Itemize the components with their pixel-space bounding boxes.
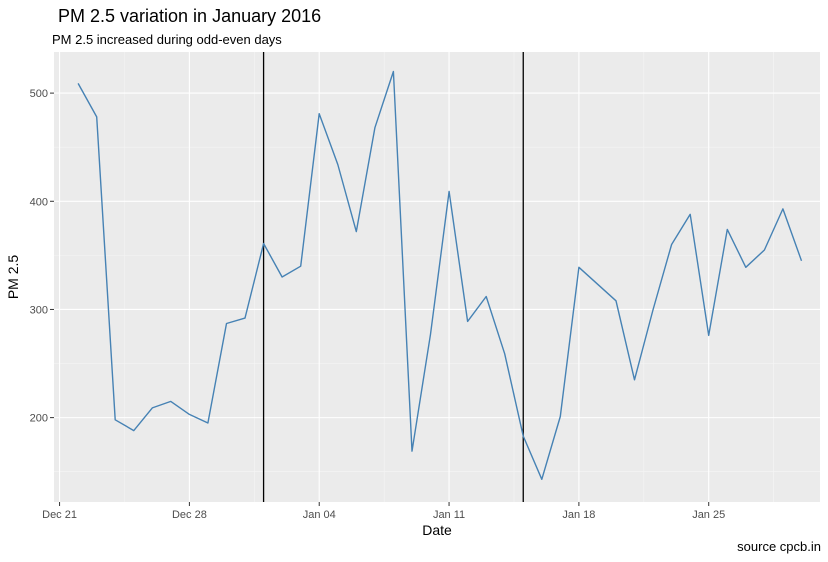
reference-lines bbox=[262, 52, 524, 502]
y-tick-label: 400 bbox=[30, 196, 48, 208]
major-gridlines bbox=[54, 52, 820, 502]
y-tick-label: 200 bbox=[30, 413, 48, 425]
y-tick-label: 300 bbox=[30, 304, 48, 316]
x-tick-label: Jan 11 bbox=[433, 509, 465, 521]
x-tick-label: Dec 21 bbox=[42, 509, 77, 521]
x-tick-label: Jan 18 bbox=[562, 509, 595, 521]
minor-gridlines bbox=[54, 52, 820, 502]
y-axis-title: PM 2.5 bbox=[5, 255, 21, 300]
pm25-series-line bbox=[77, 70, 803, 480]
x-tick-label: Jan 25 bbox=[692, 509, 725, 521]
series-layer bbox=[77, 70, 803, 480]
chart-title: PM 2.5 variation in January 2016 bbox=[58, 6, 321, 26]
y-tick-label: 500 bbox=[30, 88, 48, 100]
plot-panel bbox=[54, 52, 820, 502]
chart-subtitle: PM 2.5 increased during odd-even days bbox=[52, 32, 282, 47]
source-caption: source cpcb.in bbox=[737, 539, 821, 554]
x-tick-label: Jan 04 bbox=[303, 509, 336, 521]
x-tick-label: Dec 28 bbox=[172, 509, 207, 521]
y-axis: 200 300 400 500 bbox=[30, 88, 54, 425]
x-axis: Dec 21 Dec 28 Jan 04 Jan 11 Jan 18 Jan 25 bbox=[42, 502, 725, 521]
x-axis-title: Date bbox=[422, 522, 452, 538]
